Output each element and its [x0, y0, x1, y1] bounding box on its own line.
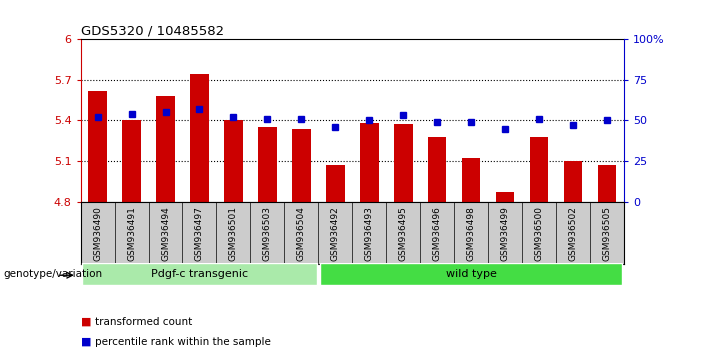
Bar — [292, 129, 311, 202]
Text: GSM936494: GSM936494 — [161, 206, 170, 261]
Bar — [224, 120, 243, 202]
Text: GSM936491: GSM936491 — [127, 206, 136, 261]
Text: GSM936497: GSM936497 — [195, 206, 204, 261]
Bar — [190, 74, 209, 202]
Text: GSM936500: GSM936500 — [534, 206, 543, 261]
Bar — [122, 120, 141, 202]
Bar — [326, 165, 345, 202]
Bar — [88, 91, 107, 202]
Text: GSM936493: GSM936493 — [365, 206, 374, 261]
Bar — [530, 137, 548, 202]
Text: GSM936492: GSM936492 — [331, 206, 340, 261]
Bar — [564, 161, 583, 202]
Bar — [462, 158, 480, 202]
Text: GSM936503: GSM936503 — [263, 206, 272, 261]
Bar — [428, 137, 447, 202]
Bar — [496, 192, 515, 202]
Text: GSM936501: GSM936501 — [229, 206, 238, 261]
Bar — [597, 165, 616, 202]
Bar — [258, 127, 277, 202]
Bar — [394, 124, 412, 202]
Text: percentile rank within the sample: percentile rank within the sample — [95, 337, 271, 347]
Text: GSM936495: GSM936495 — [399, 206, 408, 261]
Bar — [156, 96, 175, 202]
Text: transformed count: transformed count — [95, 317, 192, 327]
Text: GSM936502: GSM936502 — [569, 206, 578, 261]
Text: GSM936499: GSM936499 — [501, 206, 510, 261]
Text: GSM936504: GSM936504 — [297, 206, 306, 261]
Text: GDS5320 / 10485582: GDS5320 / 10485582 — [81, 25, 224, 38]
Text: GSM936505: GSM936505 — [602, 206, 611, 261]
Text: GSM936490: GSM936490 — [93, 206, 102, 261]
Bar — [82, 263, 317, 285]
Text: ■: ■ — [81, 337, 91, 347]
Bar — [360, 123, 379, 202]
Text: genotype/variation: genotype/variation — [4, 269, 102, 279]
Text: Pdgf-c transgenic: Pdgf-c transgenic — [151, 269, 248, 279]
Text: ■: ■ — [81, 317, 91, 327]
Text: wild type: wild type — [446, 269, 496, 279]
Bar — [320, 263, 622, 285]
Text: GSM936498: GSM936498 — [467, 206, 475, 261]
Text: GSM936496: GSM936496 — [433, 206, 442, 261]
